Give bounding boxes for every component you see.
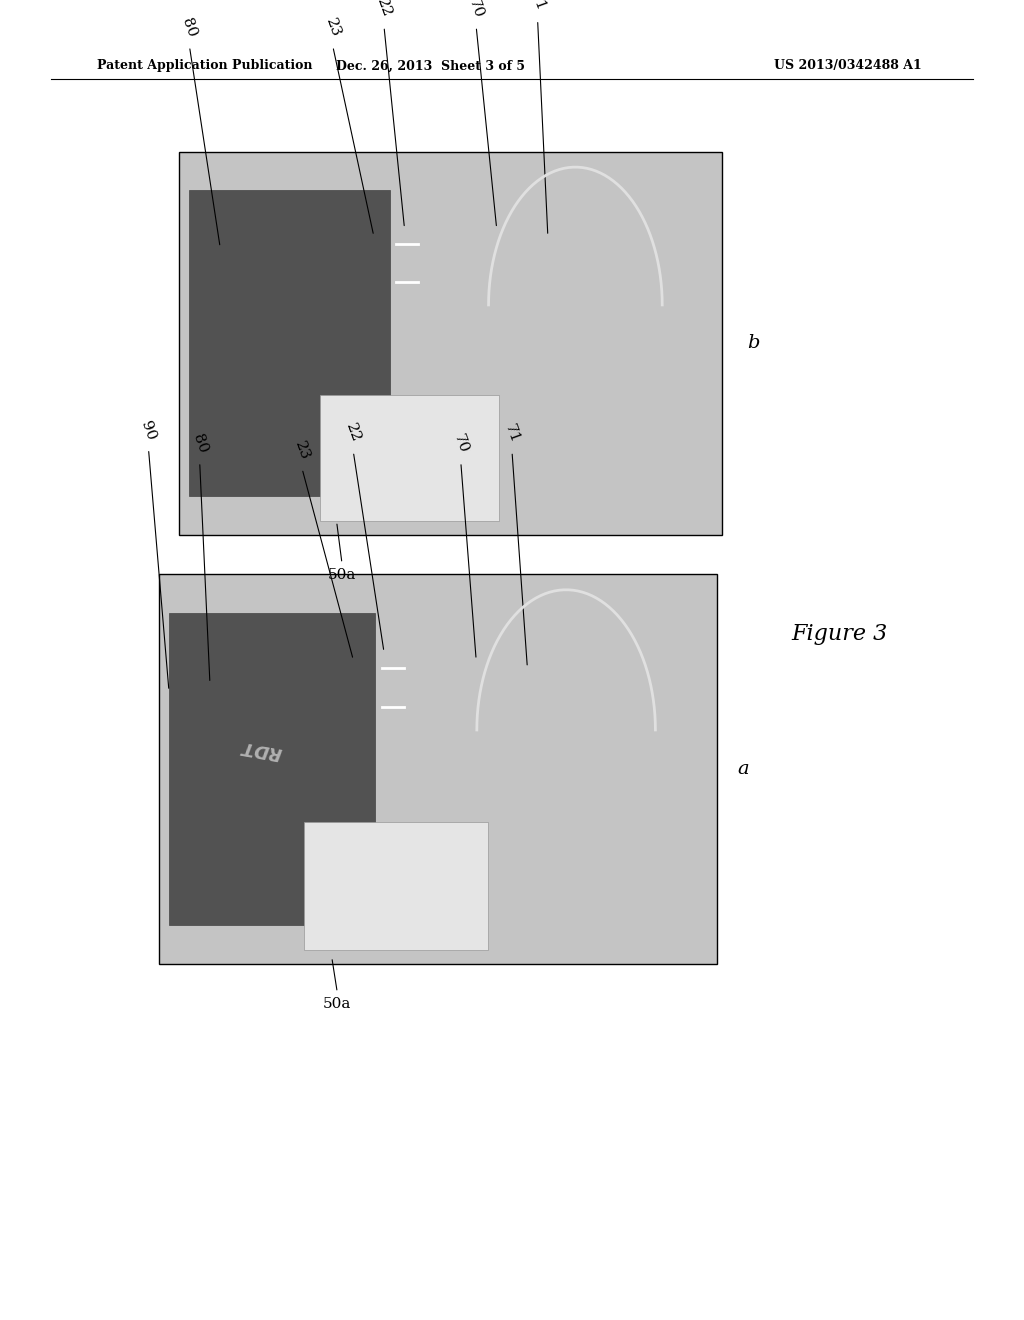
Text: 70: 70 [466,0,486,20]
Bar [169,612,376,924]
Bar [189,190,390,496]
Text: 22: 22 [343,421,364,445]
Text: Patent Application Publication: Patent Application Publication [97,59,312,73]
Bar [321,395,500,521]
Text: 23: 23 [323,17,343,40]
Text: a: a [737,760,749,777]
Text: 90: 90 [138,418,159,442]
Bar [179,152,722,535]
Text: 22: 22 [374,0,394,20]
Text: b: b [748,334,760,352]
Text: RDT: RDT [240,737,284,762]
Bar [159,574,717,964]
Text: Figure 3: Figure 3 [792,623,888,644]
Text: 80: 80 [189,433,210,455]
Text: Dec. 26, 2013  Sheet 3 of 5: Dec. 26, 2013 Sheet 3 of 5 [336,59,524,73]
Bar [304,822,488,950]
Text: 71: 71 [527,0,548,13]
Text: 70: 70 [451,433,471,455]
Text: US 2013/0342488 A1: US 2013/0342488 A1 [774,59,922,73]
Text: 23: 23 [292,440,312,462]
Text: 50a: 50a [328,568,356,582]
Text: 50a: 50a [324,997,351,1011]
Text: 71: 71 [502,422,522,445]
Text: 80: 80 [179,17,200,40]
